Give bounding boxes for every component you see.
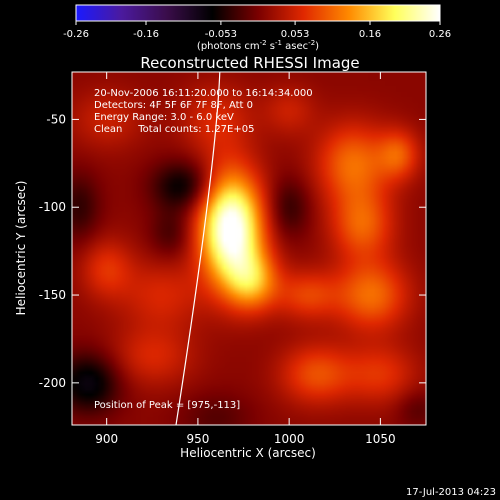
annotation-detectors: Detectors: 4F 5F 6F 7F 8F, Att 0 — [94, 100, 253, 111]
y-tick-label-3: -200 — [39, 376, 66, 390]
footer-date: 17-Jul-2013 04:23 — [406, 487, 496, 498]
annotation-clean-counts: Clean Total counts: 1.27E+05 — [94, 124, 254, 135]
x-tick-label-2: 1000 — [274, 432, 305, 446]
colorbar-ticks: -0.26 -0.16 -0.053 0.053 0.16 0.26 — [63, 21, 451, 40]
colorbar-tick-label-3: 0.053 — [281, 29, 310, 40]
y-tick-label-0: -50 — [46, 112, 66, 126]
x-tick-label-0: 900 — [95, 432, 118, 446]
colorbar — [75, 4, 441, 22]
y-tick-label-1: -100 — [39, 200, 66, 214]
y-tick-label-2: -150 — [39, 288, 66, 302]
axis-ticks: 900 950 1000 1050 -50 -100 -150 -200 — [39, 72, 426, 446]
colorbar-tick-label-0: -0.26 — [63, 29, 89, 40]
annotation-block: 20-Nov-2006 16:11:20.000 to 16:14:34.000… — [94, 88, 313, 135]
x-tick-label-3: 1050 — [365, 432, 396, 446]
y-axis-label: Heliocentric Y (arcsec) — [14, 181, 28, 316]
peak-position-label: Position of Peak = [975,-113] — [94, 400, 240, 411]
x-tick-label-1: 950 — [186, 432, 209, 446]
colorbar-tick-label-1: -0.16 — [133, 29, 159, 40]
colorbar-tick-label-4: 0.16 — [359, 29, 381, 40]
heatmap-image — [72, 72, 426, 425]
plot-frame — [71, 71, 427, 426]
colorbar-unit-label: (photons cm-2 s-1 asec-2) — [197, 39, 319, 52]
colorbar-tick-label-5: 0.26 — [429, 29, 451, 40]
colorbar-tick-label-2: -0.053 — [205, 29, 237, 40]
annotation-energy-range: Energy Range: 3.0 - 6.0 keV — [94, 112, 234, 123]
annotation-time-range: 20-Nov-2006 16:11:20.000 to 16:14:34.000 — [94, 88, 313, 99]
x-axis-label: Heliocentric X (arcsec) — [180, 446, 316, 460]
chart-title: Reconstructed RHESSI Image — [140, 54, 359, 72]
solar-limb-curve — [175, 72, 221, 425]
